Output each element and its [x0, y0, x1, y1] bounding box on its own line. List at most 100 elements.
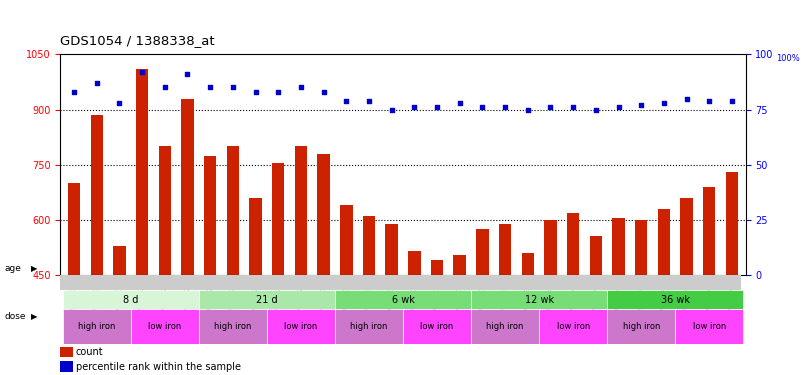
Text: low iron: low iron	[285, 322, 318, 331]
Bar	[544, 220, 557, 375]
Text: low iron: low iron	[148, 322, 181, 331]
Bar	[589, 236, 602, 375]
Bar	[471, 291, 607, 309]
Bar	[60, 275, 741, 291]
Text: 21 d: 21 d	[256, 295, 278, 305]
Bar	[199, 309, 267, 344]
Bar	[567, 213, 580, 375]
Bar	[335, 309, 403, 344]
Bar	[335, 291, 471, 309]
Point	[544, 104, 557, 110]
Point	[567, 104, 580, 110]
Point	[204, 84, 217, 90]
Text: ▶: ▶	[31, 264, 37, 273]
Bar	[267, 309, 335, 344]
Text: dose: dose	[4, 312, 26, 321]
Bar	[68, 183, 81, 375]
Bar	[340, 205, 352, 375]
Point	[226, 84, 239, 90]
Bar	[90, 115, 103, 375]
Bar	[249, 198, 262, 375]
Text: 8 d: 8 d	[123, 295, 139, 305]
Bar	[539, 309, 607, 344]
Point	[90, 80, 103, 86]
Point	[158, 84, 171, 90]
Point	[499, 104, 512, 110]
Bar	[60, 346, 73, 357]
Bar	[403, 309, 471, 344]
Point	[680, 96, 693, 102]
Point	[272, 89, 285, 95]
Point	[725, 98, 738, 104]
Text: percentile rank within the sample: percentile rank within the sample	[76, 362, 240, 372]
Point	[317, 89, 330, 95]
Point	[476, 104, 489, 110]
Bar	[159, 146, 171, 375]
Point	[135, 69, 148, 75]
Point	[635, 102, 648, 108]
Text: high iron: high iron	[214, 322, 251, 331]
Bar	[131, 309, 199, 344]
Point	[181, 71, 194, 77]
Bar	[226, 146, 239, 375]
Bar	[725, 172, 738, 375]
Point	[521, 106, 534, 112]
Point	[430, 104, 443, 110]
Bar	[363, 216, 376, 375]
Point	[703, 98, 716, 104]
Bar	[318, 154, 330, 375]
Point	[68, 89, 81, 95]
Point	[408, 104, 421, 110]
Point	[113, 100, 126, 106]
Text: ▶: ▶	[31, 312, 37, 321]
Point	[363, 98, 376, 104]
Point	[658, 100, 671, 106]
Bar	[272, 163, 285, 375]
Text: high iron: high iron	[78, 322, 115, 331]
Point	[385, 106, 398, 112]
Text: high iron: high iron	[486, 322, 524, 331]
Bar	[476, 229, 488, 375]
Bar	[635, 220, 647, 375]
Text: count: count	[76, 347, 103, 357]
Bar	[295, 146, 307, 375]
Bar	[454, 255, 466, 375]
Text: age: age	[4, 264, 21, 273]
Bar	[63, 309, 131, 344]
Bar	[430, 260, 443, 375]
Point	[453, 100, 466, 106]
Point	[249, 89, 262, 95]
Bar	[675, 309, 743, 344]
Text: 6 wk: 6 wk	[392, 295, 414, 305]
Text: low iron: low iron	[421, 322, 454, 331]
Point	[294, 84, 307, 90]
Bar	[607, 291, 743, 309]
Bar	[499, 224, 511, 375]
Bar	[607, 309, 675, 344]
Bar	[408, 251, 421, 375]
Bar	[471, 309, 539, 344]
Bar	[113, 246, 126, 375]
Text: low iron: low iron	[692, 322, 726, 331]
Bar	[60, 362, 73, 372]
Bar	[680, 198, 693, 375]
Bar	[204, 156, 217, 375]
Bar	[199, 291, 335, 309]
Text: high iron: high iron	[351, 322, 388, 331]
Bar	[703, 187, 716, 375]
Text: 100%: 100%	[776, 54, 800, 63]
Bar	[181, 99, 193, 375]
Text: low iron: low iron	[556, 322, 590, 331]
Text: 12 wk: 12 wk	[525, 295, 554, 305]
Bar	[136, 69, 148, 375]
Bar	[658, 209, 670, 375]
Point	[612, 104, 625, 110]
Bar	[385, 224, 398, 375]
Text: 36 wk: 36 wk	[661, 295, 690, 305]
Point	[340, 98, 353, 104]
Text: GDS1054 / 1388338_at: GDS1054 / 1388338_at	[60, 34, 215, 47]
Point	[589, 106, 602, 112]
Bar	[613, 218, 625, 375]
Text: high iron: high iron	[622, 322, 660, 331]
Bar	[521, 253, 534, 375]
